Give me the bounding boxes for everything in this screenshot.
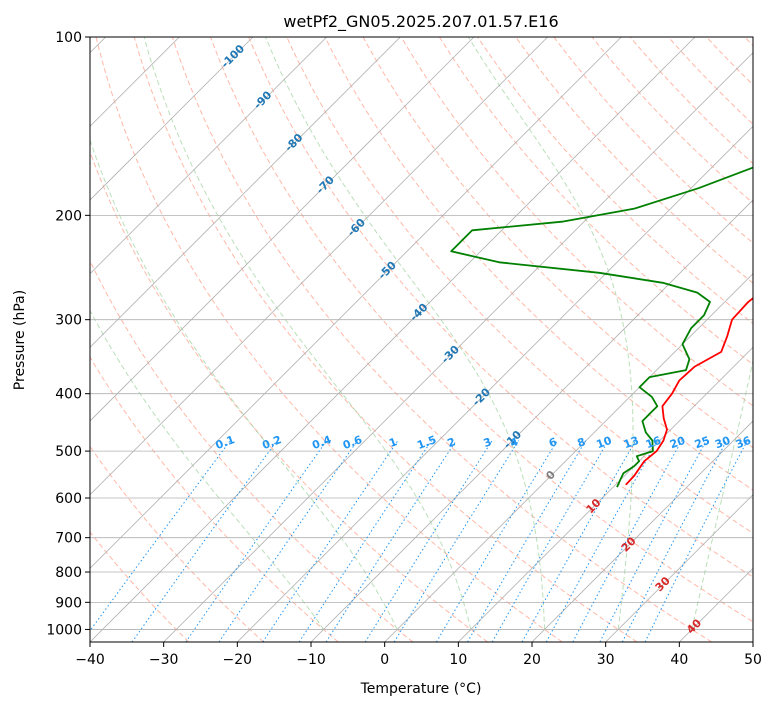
temperature-profile-line [625,297,753,486]
dry-adiabat [515,37,753,284]
background-lines [90,37,753,642]
dry-adiabat [90,356,339,642]
mixing-ratio-line [185,440,328,642]
dry-adiabat [210,37,753,623]
dry-adiabat [90,445,264,642]
y-tick-label: 500 [55,444,82,460]
chart-title: wetPf2_GN05.2025.207.01.57.E16 [283,12,558,32]
mixing-ratio-label: 25 [693,434,712,451]
moist-adiabat [90,309,324,630]
mixing-ratio-label: 2 [446,435,458,450]
y-tick-label: 400 [55,387,82,403]
y-axis-label: Pressure (hPa) [12,290,28,390]
mixing-ratio-line [435,440,558,642]
mixing-ratio-line [364,440,493,642]
dry-adiabat [90,150,488,642]
y-tick-label: 200 [55,208,82,224]
mixing-ratio-label: 8 [576,435,588,450]
x-tick-label: 10 [449,652,467,668]
x-tick-label: −10 [296,652,326,668]
x-tick-label: −20 [223,652,253,668]
isotherm-line [90,37,254,201]
mixing-ratio-label: 1 [387,435,399,450]
x-tick-label: 0 [380,652,389,668]
isotherm-line [90,37,548,496]
dry-adiabat [171,37,712,642]
x-tick-label: 40 [670,652,688,668]
y-tick-label: 1000 [46,622,82,638]
isotherm-line [384,273,753,642]
y-tick-label: 800 [55,565,82,581]
x-tick-label: 50 [744,652,762,668]
isotherm-line [90,37,327,275]
y-tick-label: 300 [55,313,82,329]
moist-adiabat [265,37,546,630]
mixing-ratio-label: 0.2 [260,433,283,452]
mixing-ratio-line [393,440,520,642]
isotherm-line [458,346,753,642]
y-tick-label: 100 [55,30,82,46]
mixing-ratio-label: 1.5 [415,433,438,452]
plot-frame [89,36,754,643]
isotherm-line [90,37,622,569]
mixing-ratio-label: 0.4 [310,433,333,452]
mixing-ratio-label: 16 [644,434,663,452]
dry-adiabat [248,37,753,578]
mixing-ratio-line [90,440,231,632]
mixing-ratio-line [467,440,587,642]
mixing-ratio-line [325,440,457,642]
dry-adiabat [90,531,190,642]
isotherm-line [605,494,753,642]
mixing-ratio-line [545,440,659,642]
mixing-ratio-label: 20 [668,434,687,452]
x-tick-label: −40 [75,652,105,668]
moist-adiabat [467,37,634,630]
mixing-ratio-line [521,440,637,642]
x-tick-label: −30 [149,652,179,668]
y-tick-label: 900 [55,595,82,611]
dry-adiabat [95,37,563,642]
moist-adiabat [90,138,398,630]
axes: −40 −30 −20 −10 0 10 20 30 40 5010020030040050060… [46,30,762,668]
mixing-ratio-label: 3 [482,435,494,450]
isotherm-line [90,37,401,348]
moist-adiabat [143,37,472,630]
mixing-ratio-line [572,440,683,642]
y-tick-label: 700 [55,531,82,547]
mixing-ratio-line [491,440,609,642]
profile-series [450,166,753,488]
mixing-ratio-label: 6 [547,435,559,450]
mixing-ratio-label: 4 [508,435,520,450]
plot-area [90,37,753,642]
isotherm-line [237,125,753,642]
x-axis-label: Temperature (°C) [360,681,482,697]
dry-adiabat [400,37,753,407]
mixing-ratio-label: 10 [595,434,614,452]
dry-adiabat [133,37,638,642]
isotherm-line [90,37,696,642]
mixing-ratio-label: 36 [734,434,753,452]
isotherm-line [310,199,753,642]
mixing-ratio-line [131,440,278,642]
isotherm-line [163,52,753,642]
dry-adiabat [324,37,753,491]
mixing-ratio-label: 30 [713,434,732,452]
mixing-ratio-line [644,440,748,642]
mixing-ratio-line [298,440,432,642]
x-tick-label: 30 [597,652,615,668]
mixing-ratio-label: 13 [622,434,641,451]
x-tick-label: 20 [523,652,541,668]
isotherm-line [90,37,475,422]
mixing-ratio-label: 0.1 [214,433,237,452]
dewpoint-profile-line [450,166,753,488]
isotherm-line [531,420,753,642]
y-tick-label: 600 [55,491,82,507]
mixing-ratio-label: 0.6 [341,433,364,452]
moist-adiabat [691,358,753,630]
mixing-ratio-line [262,440,399,642]
